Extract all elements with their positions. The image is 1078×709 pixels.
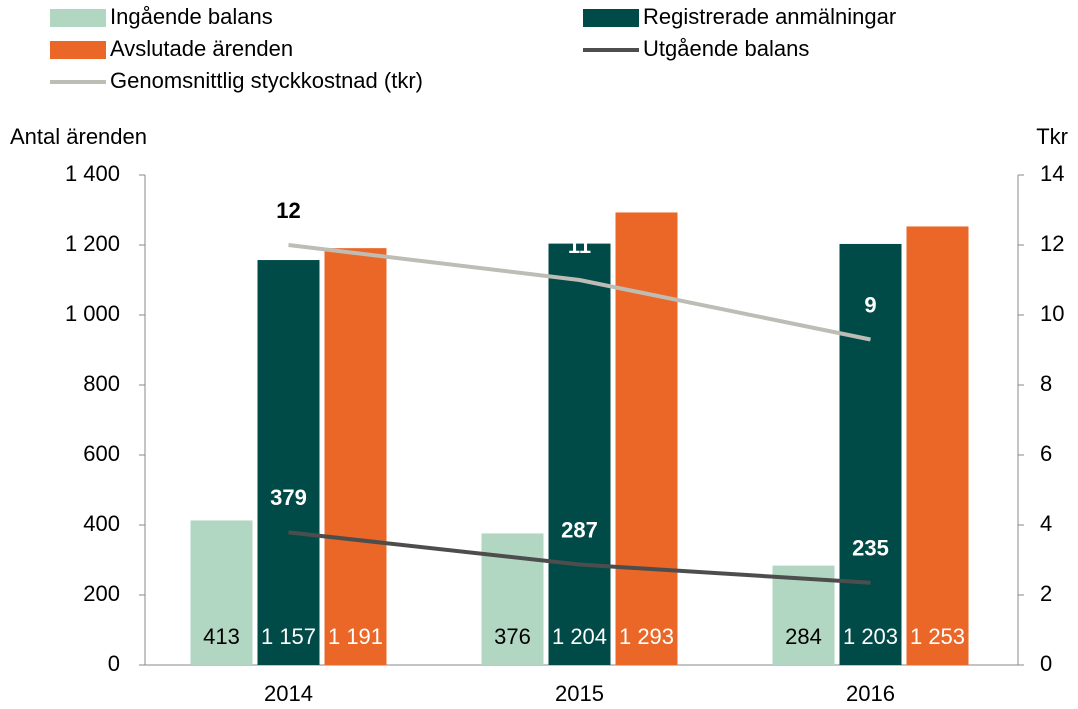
bar-value-label: 1 203 [843,624,898,649]
y-tick-label: 200 [83,581,120,606]
bar [324,248,387,665]
y2-tick-label: 12 [1040,231,1064,256]
x-tick-label: 2014 [264,681,313,706]
bar [615,212,678,665]
y2-tick-label: 14 [1040,161,1064,186]
legend-label: Registrerade anmälningar [643,4,896,29]
x-tick-label: 2016 [846,681,895,706]
legend-swatch [50,9,106,27]
bar-value-label: 1 157 [261,624,316,649]
line-value-label: 11 [568,233,591,258]
legend-label: Ingående balans [110,4,273,29]
bar-value-label: 1 204 [552,624,607,649]
x-tick-label: 2015 [555,681,604,706]
bar-value-label: 1 253 [910,624,965,649]
line [288,530,871,585]
bar [906,226,969,665]
y-tick-label: 600 [83,441,120,466]
y-axis-title: Antal ärenden [10,124,147,149]
bar [190,520,253,665]
y2-tick-label: 10 [1040,301,1064,326]
bar-value-label: 284 [785,624,822,649]
y2-tick-label: 8 [1040,371,1052,396]
y-tick-label: 1 400 [65,161,120,186]
y2-tick-label: 2 [1040,581,1052,606]
legend-label: Utgående balans [643,36,809,61]
y2-tick-label: 6 [1040,441,1052,466]
bar [257,260,320,665]
y2-tick-label: 0 [1040,651,1052,676]
y2-tick-label: 4 [1040,511,1052,536]
y-tick-label: 1 200 [65,231,120,256]
y-tick-label: 0 [108,651,120,676]
legend-swatch [583,9,639,27]
bar [548,243,611,665]
bar-value-label: 1 191 [328,624,383,649]
line-value-label: 379 [270,485,307,510]
bar [839,243,902,665]
y2-axis-title: Tkr [1036,124,1068,149]
y-tick-label: 1 000 [65,301,120,326]
bar-value-label: 1 293 [619,624,674,649]
line-value-label: 287 [561,517,598,542]
legend-label: Avslutade ärenden [110,36,293,61]
bar-value-label: 413 [203,624,240,649]
legend-label: Genomsnittlig styckkostnad (tkr) [110,68,423,93]
y-tick-label: 400 [83,511,120,536]
bar-value-label: 376 [494,624,531,649]
line-value-label: 235 [852,536,889,561]
y-tick-label: 800 [83,371,120,396]
line-value-label: 9 [864,292,876,317]
bar [772,565,835,665]
line-value-label: 12 [276,198,300,223]
legend-swatch [50,41,106,59]
line [288,243,871,342]
